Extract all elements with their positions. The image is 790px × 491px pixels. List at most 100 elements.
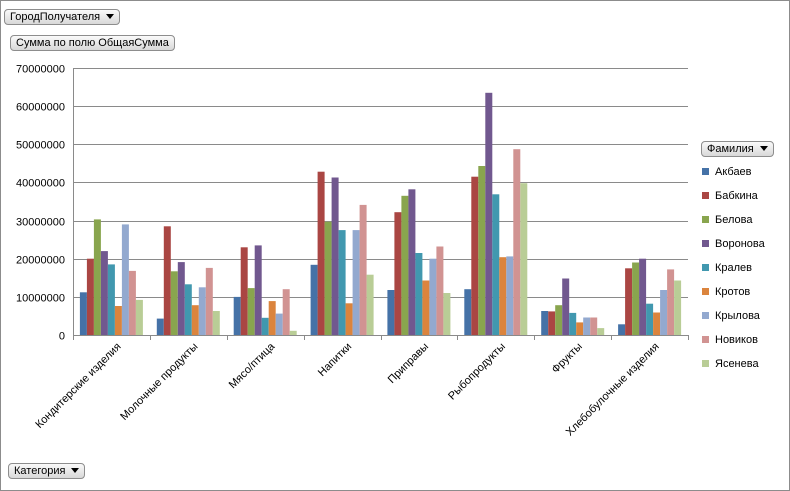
- bar: [401, 195, 409, 335]
- legend-label: Ясенева: [715, 358, 759, 370]
- legend-item: Бабкина: [702, 184, 788, 208]
- bar: [408, 189, 416, 335]
- chevron-down-icon[interactable]: [106, 13, 115, 19]
- bar: [660, 290, 668, 335]
- bar: [198, 287, 206, 335]
- bar: [492, 194, 500, 335]
- bar: [583, 317, 591, 335]
- bar: [135, 299, 143, 335]
- legend-swatch: [702, 263, 709, 271]
- chart-legend: Акбаев Бабкина Белова Воронова Кралев Кротов К…: [702, 160, 788, 376]
- bar: [268, 301, 276, 335]
- y-tick-label: 0: [59, 331, 65, 343]
- bar: [317, 171, 325, 335]
- legend-item: Крылова: [702, 304, 788, 328]
- bar: [114, 306, 122, 335]
- bar: [478, 166, 486, 335]
- bar: [128, 270, 136, 335]
- y-tick-label: 10000000: [16, 293, 65, 305]
- chevron-down-icon[interactable]: [759, 145, 768, 151]
- bar: [597, 328, 605, 335]
- legend-swatch: [702, 359, 709, 367]
- bar: [324, 221, 332, 335]
- bar: [247, 288, 255, 335]
- bar: [100, 251, 108, 335]
- bar: [541, 311, 549, 335]
- chevron-down-icon[interactable]: [71, 467, 80, 473]
- bar: [310, 264, 318, 335]
- legend-label: Воронова: [715, 238, 765, 250]
- legend-item: Кротов: [702, 280, 788, 304]
- x-tick-label: Кондитерские изделия: [33, 341, 123, 431]
- bar: [359, 204, 367, 335]
- legend-swatch: [702, 215, 709, 223]
- bar: [93, 219, 101, 335]
- bar: [639, 258, 647, 335]
- bar: [387, 290, 395, 335]
- legend-label: Белова: [715, 214, 753, 226]
- legend-label: Кротов: [715, 286, 751, 298]
- bar: [415, 253, 423, 335]
- legend-swatch: [702, 167, 709, 175]
- bar: [506, 256, 514, 335]
- value-field-button[interactable]: Сумма по полю ОбщаяСумма: [10, 35, 175, 51]
- y-tick-label: 20000000: [16, 255, 65, 267]
- bar: [79, 292, 87, 335]
- legend-swatch: [702, 239, 709, 247]
- bar: [576, 322, 584, 335]
- bar: [184, 284, 192, 335]
- bar: [86, 258, 94, 335]
- bar: [121, 224, 129, 335]
- bar: [443, 293, 451, 335]
- legend-item: Кралев: [702, 256, 788, 280]
- bar: [240, 247, 248, 335]
- bar: [485, 92, 493, 335]
- filter-field-button[interactable]: ГородПолучателя: [4, 9, 121, 25]
- legend-field-button[interactable]: Фамилия: [701, 141, 774, 157]
- y-tick-label: 30000000: [16, 217, 65, 229]
- bar: [107, 264, 115, 335]
- bar: [366, 274, 374, 335]
- bar: [352, 230, 360, 335]
- legend-item: Ясенева: [702, 352, 788, 376]
- legend-field-label: Фамилия: [707, 143, 754, 155]
- bar: [170, 271, 178, 335]
- bar: [562, 278, 570, 335]
- legend-swatch: [702, 335, 709, 343]
- legend-label: Крылова: [715, 310, 760, 322]
- bar: [436, 246, 444, 335]
- x-tick-label: Фрукты: [550, 341, 585, 376]
- bar: [331, 177, 339, 335]
- x-tick-label: Молочные продукты: [118, 341, 200, 423]
- bar: [429, 258, 437, 335]
- bar: [618, 324, 626, 335]
- bar: [233, 296, 241, 335]
- legend-item: Белова: [702, 208, 788, 232]
- bar: [499, 257, 507, 335]
- legend-item: Акбаев: [702, 160, 788, 184]
- x-tick-label: Приправы: [386, 341, 431, 386]
- bar: [590, 317, 598, 335]
- legend-label: Новиков: [715, 334, 758, 346]
- value-field-label: Сумма по полю ОбщаяСумма: [16, 37, 169, 49]
- legend-label: Кралев: [715, 262, 753, 274]
- y-tick-label: 40000000: [16, 178, 65, 190]
- legend-swatch: [702, 311, 709, 319]
- y-tick-label: 50000000: [16, 140, 65, 152]
- bar: [394, 212, 402, 335]
- bar: [520, 183, 528, 335]
- bar: [471, 176, 479, 335]
- bar: [464, 289, 472, 335]
- bar: [282, 289, 290, 335]
- legend-item: Воронова: [702, 232, 788, 256]
- bar: [548, 311, 556, 335]
- bar: [674, 280, 682, 335]
- axis-field-button[interactable]: Категория: [8, 463, 86, 479]
- bar: [513, 149, 521, 335]
- legend-item: Новиков: [702, 328, 788, 352]
- filter-field-label: ГородПолучателя: [10, 11, 101, 23]
- bar: [667, 269, 675, 335]
- bar: [156, 318, 164, 335]
- y-tick-label: 70000000: [16, 64, 65, 76]
- bar: [163, 226, 171, 335]
